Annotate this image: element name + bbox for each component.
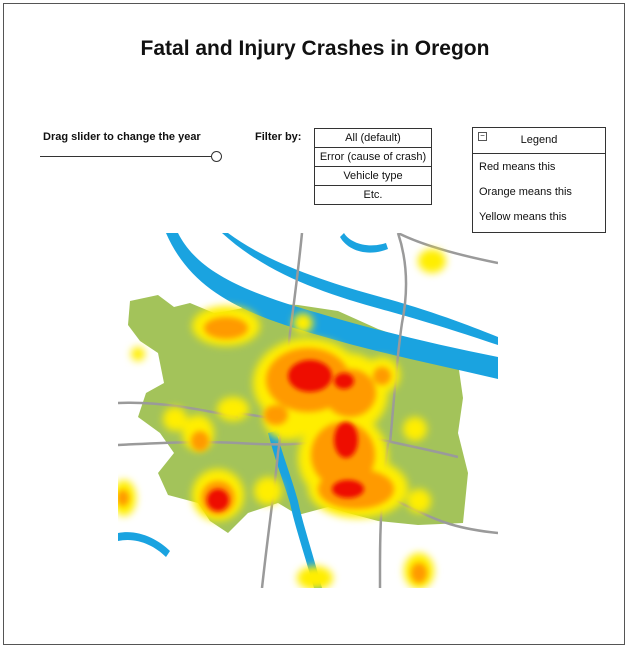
crash-density-layer bbox=[118, 249, 446, 588]
filter-label: Filter by: bbox=[255, 131, 302, 143]
heat-red-layer bbox=[207, 360, 364, 511]
collapse-icon[interactable]: − bbox=[478, 132, 487, 141]
filter-option-etc[interactable]: Etc. bbox=[363, 189, 383, 201]
legend-item-red: Red means this bbox=[479, 161, 556, 173]
map-canvas bbox=[118, 233, 498, 588]
crash-heatmap[interactable] bbox=[118, 233, 498, 588]
legend-item-yellow: Yellow means this bbox=[479, 211, 567, 223]
legend-header: − Legend bbox=[473, 128, 605, 154]
filter-list: All (default) Error (cause of crash) Veh… bbox=[314, 128, 432, 205]
page-frame bbox=[3, 3, 625, 645]
legend-panel: − Legend Red means this Orange means thi… bbox=[472, 127, 606, 233]
filter-option-error[interactable]: Error (cause of crash) bbox=[315, 148, 431, 167]
year-slider-track[interactable] bbox=[40, 156, 216, 157]
year-slider-handle[interactable] bbox=[211, 151, 222, 162]
year-slider-label: Drag slider to change the year bbox=[43, 131, 201, 143]
legend-item-orange: Orange means this bbox=[479, 186, 572, 198]
page-title: Fatal and Injury Crashes in Oregon bbox=[140, 37, 490, 60]
legend-title: Legend bbox=[520, 134, 558, 146]
filter-option-vehicle-type[interactable]: Vehicle type bbox=[315, 167, 431, 186]
filter-option-all[interactable]: All (default) bbox=[315, 129, 431, 148]
